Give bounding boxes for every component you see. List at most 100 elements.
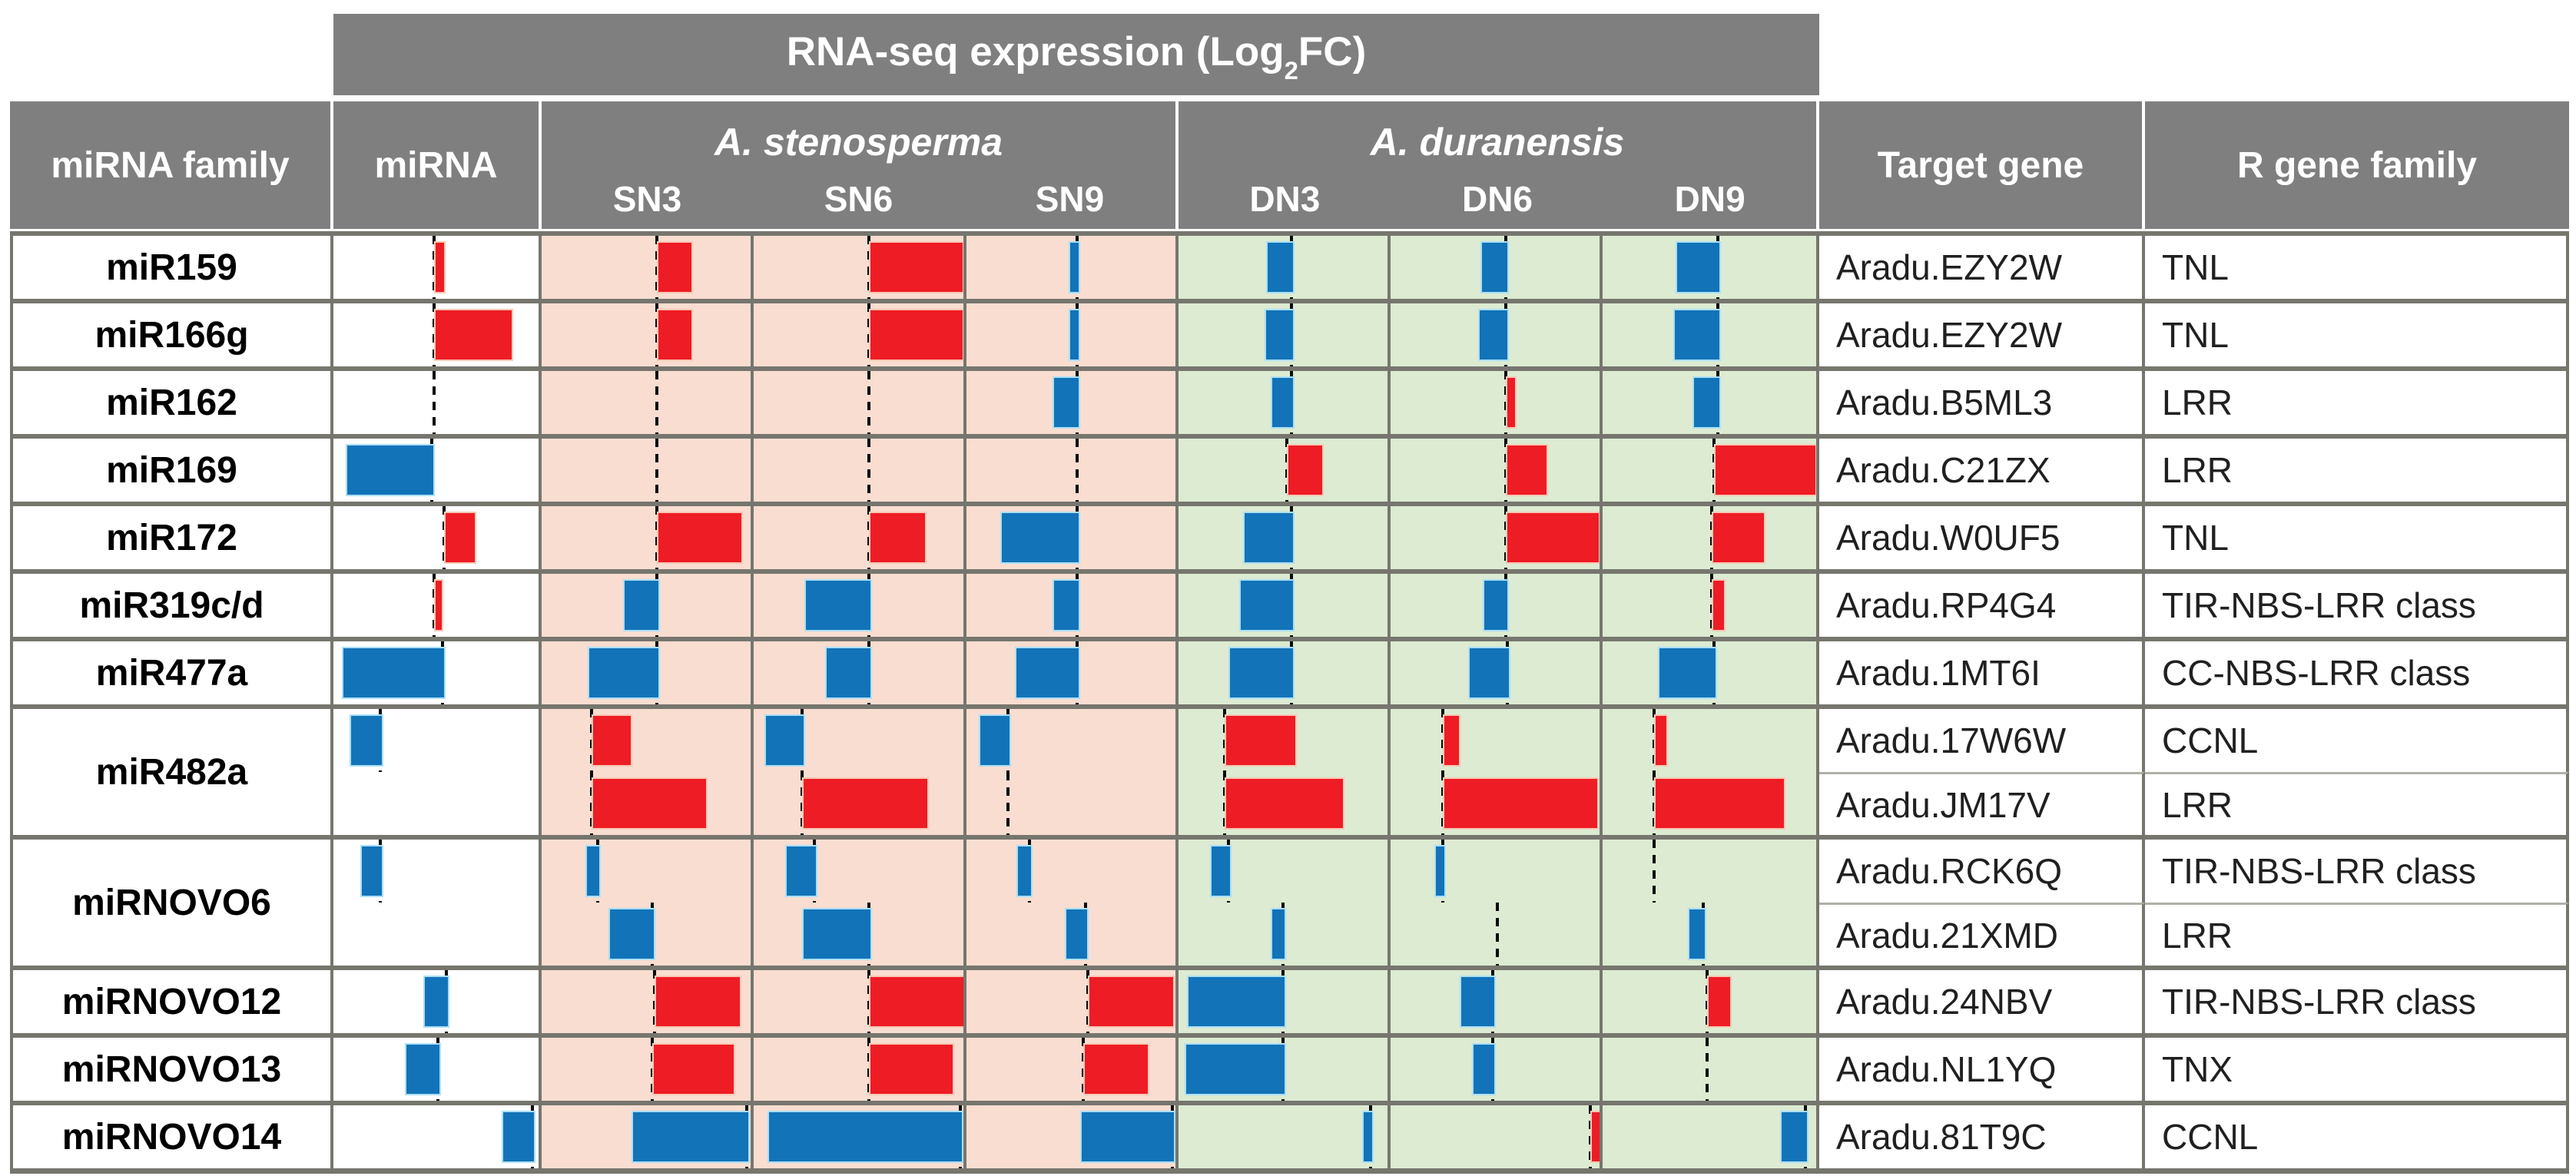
chart-cell-mirna xyxy=(333,506,542,569)
zero-baseline xyxy=(432,371,436,434)
chart-cell-dn9 xyxy=(1603,1105,1819,1168)
target-gene-cell: Aradu.21XMD xyxy=(1819,903,2145,966)
mirna-family-label: miR162 xyxy=(10,371,333,434)
chart-cell-sn3 xyxy=(542,970,754,1033)
chart-cell-mirna xyxy=(333,371,542,434)
down-regulated-bar xyxy=(1434,845,1446,897)
zero-baseline xyxy=(1652,840,1656,903)
chart-cell-dn9 xyxy=(1603,236,1819,299)
species-label-stenosperma: A. stenosperma xyxy=(714,121,1003,164)
down-regulated-bar xyxy=(767,1111,963,1163)
down-regulated-bar xyxy=(1080,1111,1175,1163)
chart-cell-mirna xyxy=(333,574,542,637)
zero-baseline xyxy=(655,439,658,502)
chart-cell-sn9 xyxy=(966,1038,1179,1101)
up-regulated-bar xyxy=(869,512,927,564)
chart-cell-sn6 xyxy=(754,303,966,366)
chart-cell-mirna xyxy=(333,1038,542,1101)
up-regulated-bar xyxy=(1443,777,1599,830)
table-row: Aradu.RP4G4 TIR-NBS-LRR class xyxy=(542,574,2569,637)
down-regulated-bar xyxy=(979,714,1012,767)
zero-baseline xyxy=(867,439,871,502)
down-regulated-bar xyxy=(1270,376,1295,429)
chart-cell-dn3 xyxy=(1179,970,1391,1033)
r-gene-family-cell: TNX xyxy=(2145,1038,2569,1101)
down-regulated-bar xyxy=(801,908,873,960)
mirna-family-label: miRNOVO13 xyxy=(10,1038,333,1101)
r-gene-family-cell: CCNL xyxy=(2145,1105,2569,1168)
r-gene-family-cell: CCNL xyxy=(2145,709,2569,772)
chart-cell-dn6 xyxy=(1391,709,1603,772)
down-regulated-bar xyxy=(1688,908,1706,960)
chart-cell-sn9 xyxy=(966,709,1179,772)
header-group-stenosperma: A. stenosperma SN3 SN6 SN9 xyxy=(542,101,1179,229)
down-regulated-bar xyxy=(804,579,873,631)
target-gene-cell: Aradu.24NBV xyxy=(1819,970,2145,1033)
zero-baseline xyxy=(655,371,658,434)
down-regulated-bar xyxy=(1069,241,1081,293)
chart-cell-sn6 xyxy=(754,970,966,1033)
chart-cell-sn9 xyxy=(966,903,1179,966)
up-regulated-bar xyxy=(1224,714,1297,767)
mirna-family-label: miR166g xyxy=(10,303,333,366)
header-row: miRNA family miRNA A. stenosperma SN3 SN… xyxy=(10,101,2569,229)
down-regulated-bar xyxy=(631,1111,750,1163)
chart-cell-dn9 xyxy=(1603,1038,1819,1101)
zero-baseline xyxy=(867,371,871,434)
chart-cell-sn9 xyxy=(966,303,1179,366)
up-regulated-bar xyxy=(1707,976,1732,1028)
header-mirna: miRNA xyxy=(333,101,542,229)
chart-cell-sn6 xyxy=(754,236,966,299)
header-r-gene-family: R gene family xyxy=(2145,101,2569,229)
down-regulated-bar xyxy=(1478,309,1509,361)
down-regulated-bar xyxy=(350,714,384,767)
table-row: Aradu.RCK6Q TIR-NBS-LRR class xyxy=(542,840,2569,903)
header-dn9: DN9 xyxy=(1674,179,1746,219)
target-gene-cell: Aradu.W0UF5 xyxy=(1819,506,2145,569)
title-pre: RNA-seq expression (Log xyxy=(786,29,1285,75)
table-row: Aradu.JM17V LRR xyxy=(542,772,2569,835)
up-regulated-bar xyxy=(592,714,633,767)
chart-cell-sn9 xyxy=(966,970,1179,1033)
table-row-group: miRNOVO6 Aradu.RCK6Q TIR-NBS-LRR class Arad… xyxy=(10,835,2569,966)
table-row-group: miR162 Aradu.B5ML3 LRR xyxy=(10,366,2569,434)
up-regulated-bar xyxy=(869,976,963,1028)
chart-cell-sn6 xyxy=(754,709,966,772)
down-regulated-bar xyxy=(1264,309,1295,361)
table-row-group: miR166g Aradu.EZY2W TNL xyxy=(10,299,2569,366)
zero-baseline xyxy=(1495,903,1499,966)
chart-cell-sn9 xyxy=(966,371,1179,434)
chart-cell-dn9 xyxy=(1603,506,1819,569)
chart-cell-dn3 xyxy=(1179,236,1391,299)
chart-cell-dn3 xyxy=(1179,303,1391,366)
table-row: Aradu.21XMD LRR xyxy=(542,903,2569,966)
table-row: Aradu.81T9C CCNL xyxy=(542,1105,2569,1168)
group-subrows: Aradu.B5ML3 LRR xyxy=(542,371,2569,434)
r-gene-family-cell: TNL xyxy=(2145,303,2569,366)
up-regulated-bar xyxy=(1505,444,1549,496)
table-row: Aradu.EZY2W TNL xyxy=(542,303,2569,366)
table-row: Aradu.EZY2W TNL xyxy=(542,236,2569,299)
chart-cell-dn9 xyxy=(1603,303,1819,366)
group-subrows: Aradu.W0UF5 TNL xyxy=(542,506,2569,569)
chart-cell-dn6 xyxy=(1391,574,1603,637)
up-regulated-bar xyxy=(801,777,929,830)
group-subrows: Aradu.17W6W CCNL Aradu.JM17V LRR xyxy=(542,709,2569,835)
chart-cell-mirna xyxy=(333,439,542,502)
group-subrows: Aradu.81T9C CCNL xyxy=(542,1105,2569,1168)
chart-cell-sn6 xyxy=(754,371,966,434)
table-row-group: miR477a Aradu.1MT6I CC-NBS-LRR class xyxy=(10,637,2569,704)
chart-cell-dn9 xyxy=(1603,439,1819,502)
group-subrows: Aradu.EZY2W TNL xyxy=(542,236,2569,299)
down-regulated-bar xyxy=(1673,309,1722,361)
zero-baseline xyxy=(1076,439,1079,502)
target-gene-cell: Aradu.B5ML3 xyxy=(1819,371,2145,434)
target-gene-cell: Aradu.RP4G4 xyxy=(1819,574,2145,637)
up-regulated-bar xyxy=(869,1043,954,1095)
table-row: Aradu.1MT6I CC-NBS-LRR class xyxy=(542,641,2569,704)
up-regulated-bar xyxy=(656,309,694,361)
down-regulated-bar xyxy=(1052,376,1081,429)
chart-cell-sn3 xyxy=(542,709,754,772)
r-gene-family-cell: TIR-NBS-LRR class xyxy=(2145,574,2569,637)
up-regulated-bar xyxy=(433,579,443,631)
